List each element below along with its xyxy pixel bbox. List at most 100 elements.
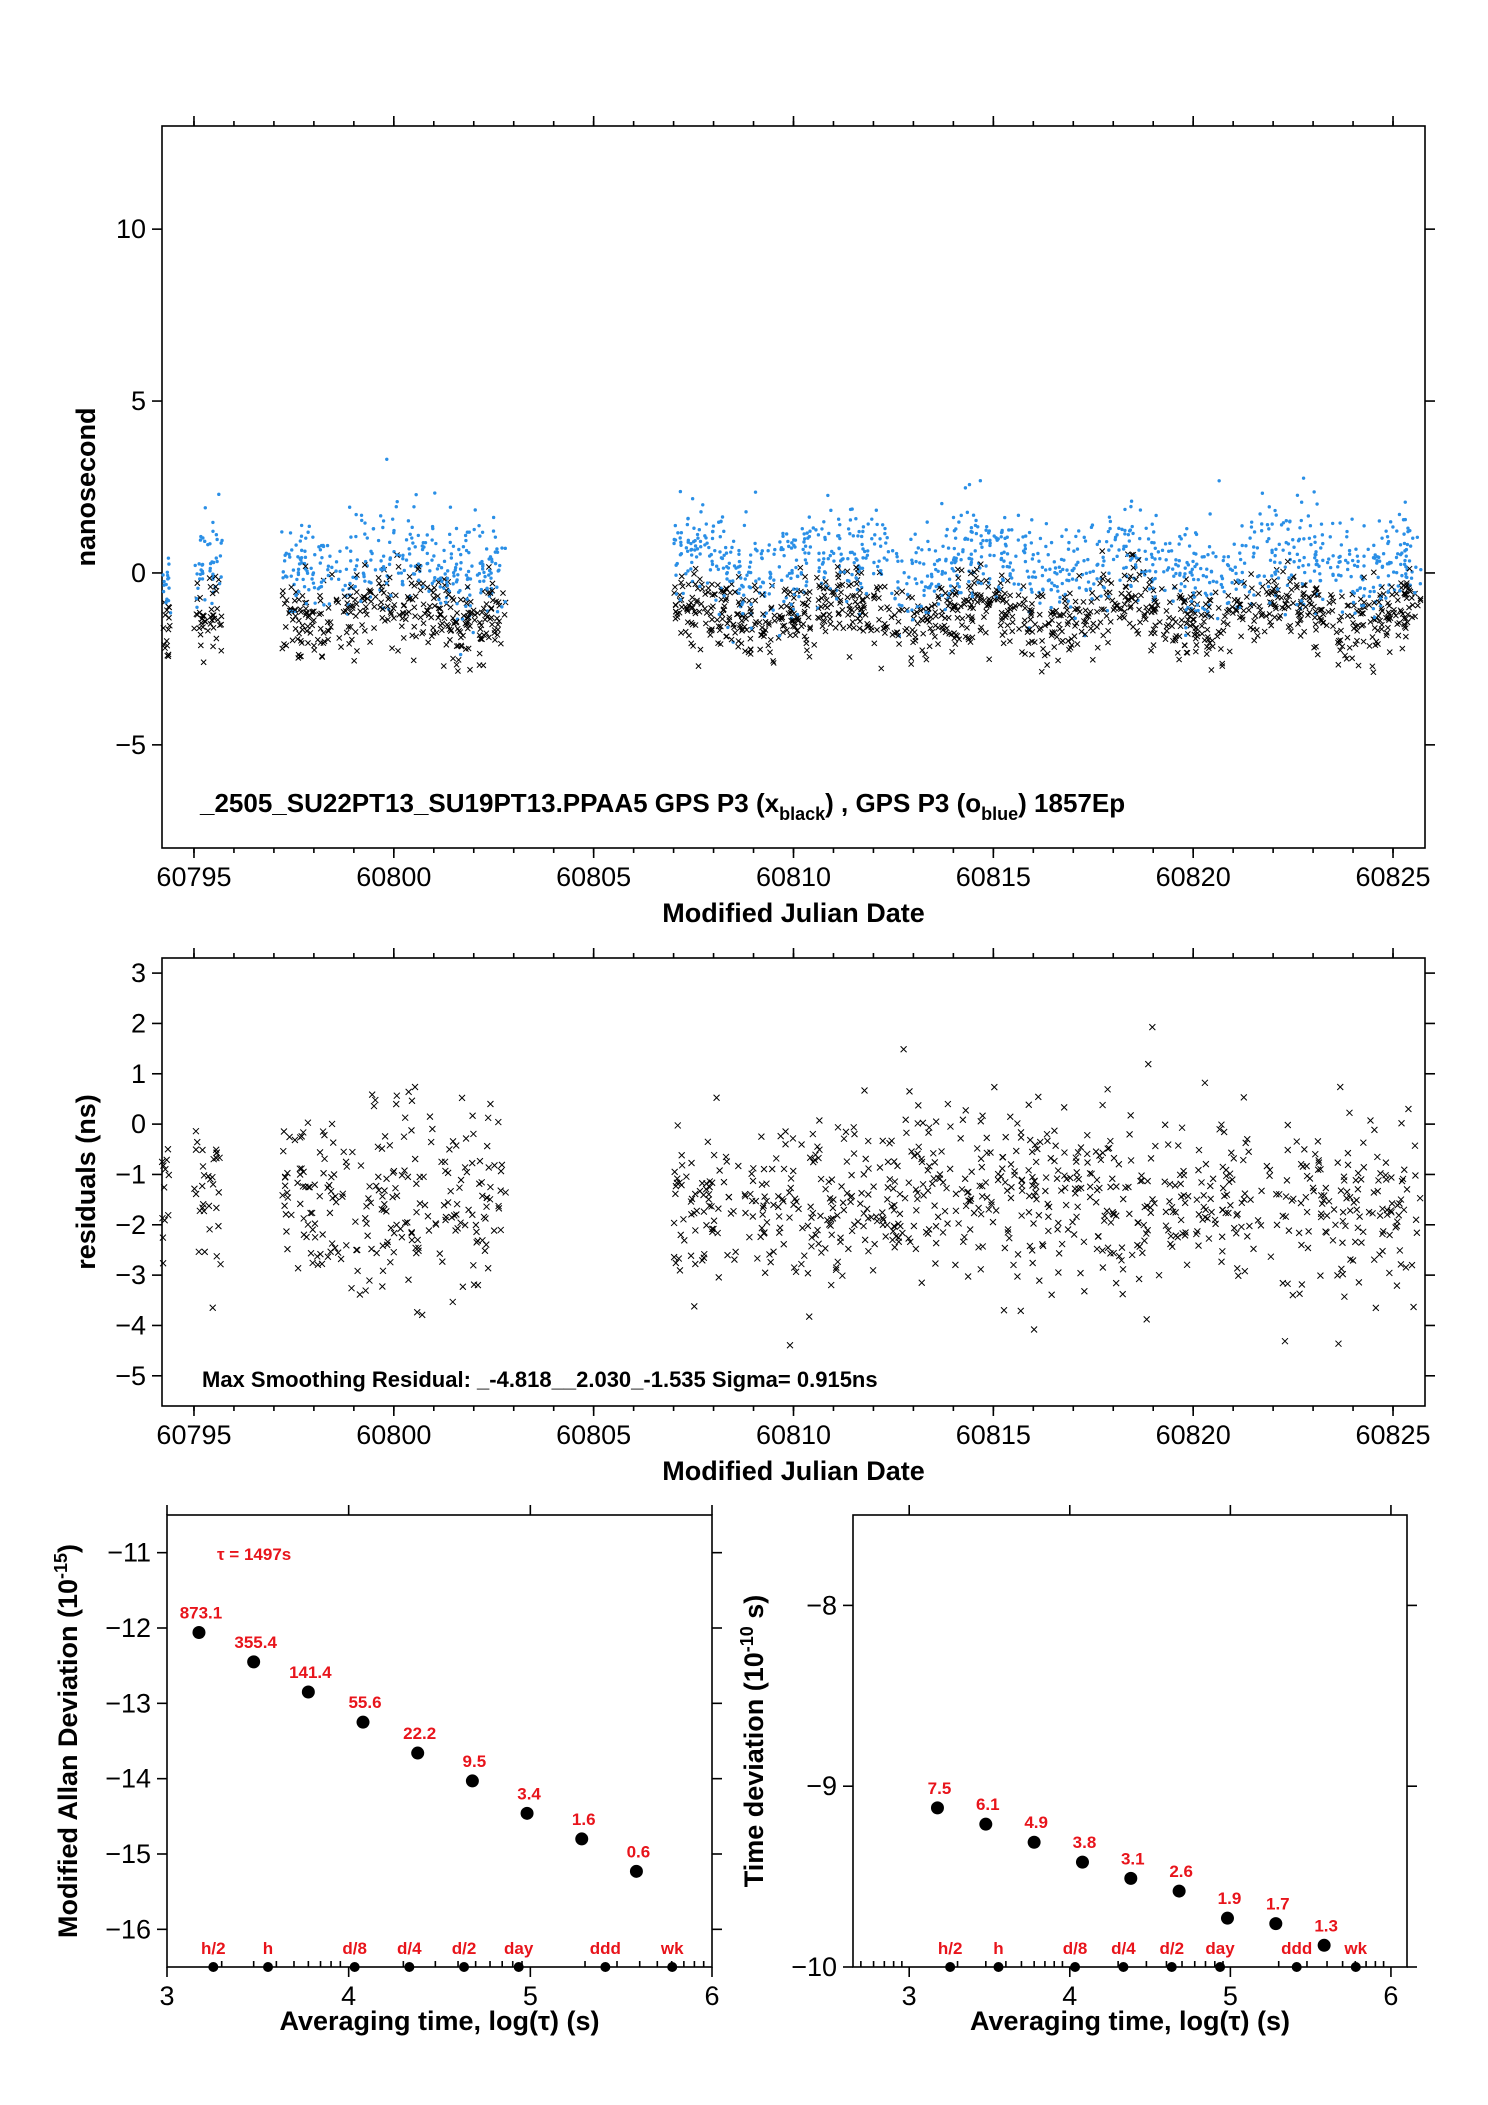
black-x-point	[166, 604, 173, 611]
blue-dot-point	[1137, 548, 1141, 552]
black-x-point	[938, 585, 945, 592]
blue-dot-point	[789, 576, 793, 581]
blue-dot-point	[673, 523, 678, 528]
residual-x-point	[1018, 1212, 1026, 1219]
blue-dot-point	[1211, 551, 1215, 555]
residuals-xtick-label: 60825	[1355, 1420, 1430, 1450]
blue-dot-point	[1016, 582, 1021, 586]
black-x-point	[880, 625, 887, 632]
blue-dot-point	[996, 537, 1000, 541]
residual-x-point	[998, 1165, 1006, 1172]
black-x-point	[467, 598, 474, 605]
blue-dot-point	[970, 594, 975, 599]
black-x-point	[1020, 600, 1027, 607]
residual-x-point	[372, 1182, 380, 1190]
blue-dot-point	[369, 558, 373, 562]
black-x-point	[1162, 636, 1169, 643]
annotation-part: black	[779, 804, 826, 824]
timeseries-ytick-label: −5	[115, 730, 146, 760]
black-x-point	[903, 625, 910, 632]
ylabel-main: Time deviation (10	[739, 1652, 769, 1887]
blue-dot-point	[934, 584, 938, 589]
blue-dot-point	[334, 569, 338, 573]
black-x-point	[1038, 668, 1045, 675]
residual-x-point	[809, 1130, 817, 1138]
black-x-point	[778, 616, 785, 622]
black-x-point	[1063, 603, 1069, 610]
residual-x-point	[1080, 1238, 1088, 1246]
black-x-point	[1287, 578, 1294, 585]
black-x-point	[1369, 634, 1376, 640]
residual-x-point	[1072, 1158, 1080, 1165]
residual-x-point	[752, 1197, 760, 1205]
black-x-point	[1176, 656, 1183, 663]
black-x-point	[453, 618, 460, 625]
blue-dot-point	[1028, 582, 1032, 586]
black-x-point	[908, 655, 915, 662]
residual-x-point	[1243, 1233, 1251, 1240]
blue-dot-point	[161, 589, 166, 594]
residual-x-point	[1223, 1191, 1231, 1199]
residual-x-point	[1166, 1180, 1174, 1188]
blue-dot-point	[1002, 550, 1006, 554]
residual-x-point	[458, 1094, 466, 1102]
blue-dot-point	[859, 534, 864, 539]
residual-x-point	[1335, 1340, 1342, 1348]
black-x-point	[799, 600, 806, 607]
residual-x-point	[774, 1203, 782, 1211]
mdev-panel-xtick-label: 3	[159, 1981, 174, 2011]
residual-x-point	[827, 1198, 835, 1206]
black-x-point	[1094, 623, 1100, 630]
interval-marker	[263, 1962, 274, 1972]
black-x-point	[1156, 619, 1163, 626]
residual-x-point	[479, 1236, 486, 1244]
blue-dot-point	[1215, 616, 1220, 621]
residual-x-point	[1180, 1191, 1188, 1199]
blue-dot-point	[445, 583, 450, 588]
black-x-point	[1098, 606, 1105, 613]
blue-dot-point	[1237, 580, 1241, 584]
black-x-point	[845, 582, 852, 589]
residual-x-point	[1001, 1178, 1009, 1186]
deviation-point	[356, 1715, 370, 1729]
residual-x-point	[691, 1227, 699, 1234]
residual-x-point	[408, 1097, 416, 1105]
blue-dot-point	[1386, 574, 1391, 578]
residual-x-point	[497, 1187, 505, 1194]
blue-dot-point	[967, 482, 972, 487]
residual-x-point	[484, 1114, 492, 1122]
residual-x-point	[1171, 1182, 1179, 1189]
black-x-point	[342, 608, 349, 615]
blue-dot-point	[363, 579, 367, 583]
blue-dot-point	[296, 555, 300, 559]
residual-x-point	[749, 1177, 757, 1185]
residual-x-point	[1195, 1242, 1202, 1249]
black-x-point	[806, 588, 813, 595]
black-x-point	[1128, 594, 1135, 601]
residual-x-point	[1075, 1175, 1083, 1183]
blue-dot-point	[755, 549, 759, 553]
residual-x-point	[1275, 1190, 1283, 1198]
black-x-point	[1171, 583, 1178, 590]
black-x-point	[1193, 642, 1200, 648]
blue-dot-point	[1362, 524, 1366, 528]
residual-x-point	[924, 1166, 932, 1174]
blue-dot-point	[1068, 605, 1073, 609]
blue-dot-point	[828, 553, 832, 558]
residual-x-point	[465, 1206, 472, 1214]
mdev-panel: 3 4 5 6−16−15−14−13−12−11873.1355.4141.455.…	[51, 1505, 722, 2036]
blue-dot-point	[384, 581, 389, 585]
residual-x-point	[864, 1191, 872, 1198]
black-x-point	[450, 597, 457, 604]
black-x-point	[748, 611, 754, 618]
residual-x-point	[1382, 1159, 1390, 1166]
blue-dot-point	[1240, 579, 1244, 584]
blue-dot-point	[200, 563, 204, 567]
blue-dot-point	[479, 587, 484, 592]
residual-x-point	[772, 1155, 780, 1162]
residual-x-point	[1317, 1213, 1325, 1221]
black-x-point	[854, 605, 861, 612]
blue-dot-point	[1327, 557, 1331, 561]
blue-dot-point	[693, 548, 697, 552]
residual-x-point	[700, 1208, 708, 1215]
